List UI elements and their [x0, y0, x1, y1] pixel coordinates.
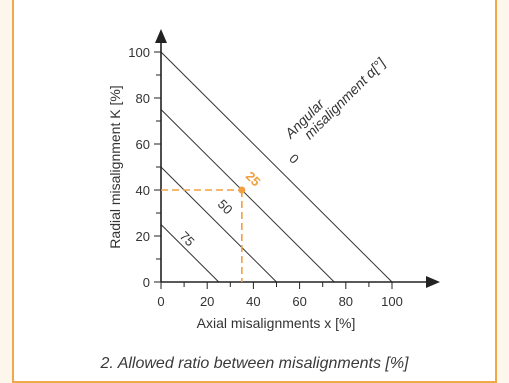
- y-tick-label-0: 0: [143, 275, 150, 290]
- x-axis-label: Axial misalignments x [%]: [197, 315, 356, 331]
- x-tick-label-80: 80: [339, 294, 353, 309]
- series-label-50: 50: [215, 196, 236, 217]
- series-line-75: [160, 224, 220, 283]
- y-tick-label-100: 100: [128, 45, 150, 60]
- y-tick-label-80: 80: [136, 91, 150, 106]
- x-axis-arrow: [426, 276, 440, 288]
- x-tick-label-20: 20: [200, 294, 214, 309]
- series-label-75: 75: [177, 228, 198, 249]
- x-tick-label-100: 100: [381, 294, 403, 309]
- y-tick-label-40: 40: [136, 183, 150, 198]
- highlight-point: [238, 186, 246, 194]
- y-tick-label-60: 60: [136, 137, 150, 152]
- series-line-0: [160, 51, 393, 283]
- series-line-50: [160, 166, 277, 283]
- y-tick-label-20: 20: [136, 229, 150, 244]
- series-label-25: 25: [243, 168, 264, 189]
- series-label-0: 0: [286, 151, 302, 167]
- x-tick-label-60: 60: [292, 294, 306, 309]
- y-axis-label: Radial misalignment K [%]: [107, 85, 123, 248]
- x-tick-label-0: 0: [157, 294, 164, 309]
- series-line-25: [160, 109, 335, 283]
- chart-frame: [12, 0, 497, 383]
- y-axis-arrow: [155, 29, 167, 43]
- chart-caption: 2. Allowed ratio between misalignments […: [100, 355, 409, 372]
- x-tick-label-40: 40: [246, 294, 260, 309]
